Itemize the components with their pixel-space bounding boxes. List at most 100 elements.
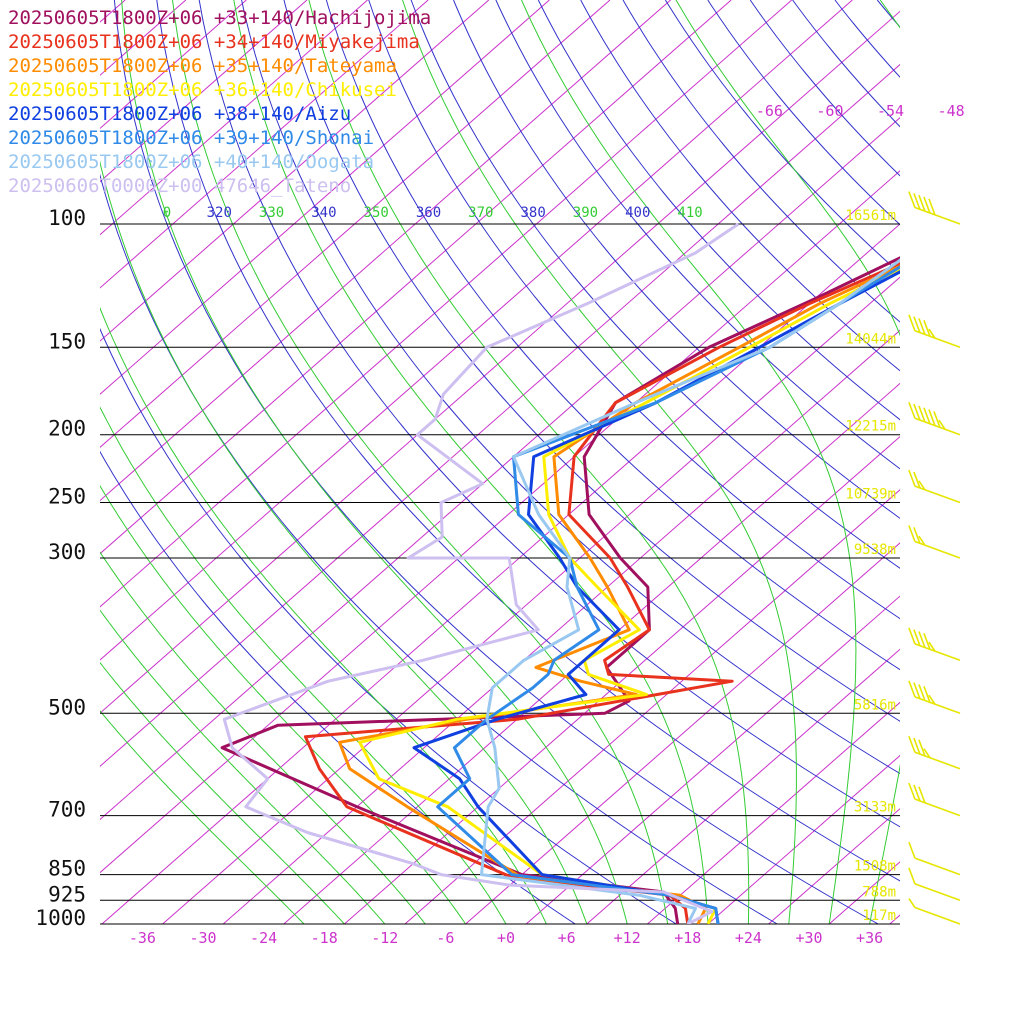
temperature-tick-label: +12: [614, 929, 641, 947]
sounding-line: [303, 262, 900, 924]
temperature-tick-label: -24: [250, 929, 277, 947]
isotherm-line: [828, 861, 900, 924]
wind-barb: [908, 680, 961, 715]
isotherm-line: [100, 0, 611, 448]
height-label: 12215m: [845, 419, 896, 435]
isotherm-line: [100, 170, 900, 874]
temperature-tick-label: -18: [311, 929, 338, 947]
wind-barb: [908, 782, 961, 817]
isotherm-line: [950, 0, 1024, 924]
wind-barb: [908, 469, 961, 504]
wind-barb: [908, 525, 961, 559]
dry-adiabat-line: [241, 0, 900, 775]
dry-adiabat-line: [876, 0, 900, 28]
temperature-tick-label: -12: [371, 929, 398, 947]
pressure-label: 850: [48, 857, 86, 881]
wind-barb: [908, 401, 961, 436]
height-label: 1508m: [854, 859, 896, 875]
pressure-label: 500: [48, 695, 86, 719]
isotherm-line: [222, 329, 900, 924]
temperature-tick-label: +36: [856, 929, 883, 947]
wind-barb: [908, 735, 961, 770]
pressure-label: 200: [48, 417, 86, 441]
isotherm-line: [100, 0, 793, 608]
dry-adiabat-line: [537, 0, 900, 421]
isobar-lines: [100, 223, 900, 925]
moist-adiabat-line: [100, 406, 507, 924]
isotherm-line: [647, 701, 900, 924]
height-label: 9538m: [854, 542, 896, 558]
height-label: 5816m: [854, 697, 896, 713]
isotherm-line: [100, 0, 429, 289]
temperature-tick-label: -30: [189, 929, 216, 947]
theta-label: 340: [311, 205, 336, 221]
wind-barbs: [908, 191, 961, 925]
theta-label: 410: [677, 205, 702, 221]
height-label: 3133m: [854, 800, 896, 816]
moist-adiabat-line: [100, 484, 467, 924]
temperature-axis-labels: -36 -30 -24 -18 -12 -6 +0 +6 +12 +18 +24 +30 +36: [129, 929, 883, 947]
sounding-line: [480, 258, 900, 924]
temperature-tick-label: +30: [795, 929, 822, 947]
pressure-label: 150: [48, 329, 86, 353]
isotherm-line: [465, 542, 900, 924]
legend-entry: 20250605T1800Z+06 +34+140/Miyakejima: [8, 31, 420, 53]
temperature-tick-label: +0: [497, 929, 515, 947]
dry-adiabat-line: [198, 0, 900, 828]
isotherm-line: [100, 63, 900, 767]
isotherm-line: [586, 648, 900, 924]
moist-adiabat-line: [521, 0, 857, 924]
pressure-label: 250: [48, 485, 86, 509]
isotherm-line: [525, 595, 900, 924]
moist-adiabat-line: [121, 0, 628, 924]
isotherm-line: [283, 382, 900, 924]
legend-entry: 20250605T1800Z+06 +33+140/Hachijojima: [8, 7, 431, 29]
upper-temperature-label: -60: [816, 102, 843, 120]
dry-adiabat-line: [749, 0, 900, 177]
moist-adiabat-line: [879, 0, 900, 29]
legend-entry: 20250605T1800Z+06 +39+140/Shonai: [8, 127, 374, 149]
wind-barb: [908, 627, 961, 662]
dry-adiabat-line: [622, 0, 900, 323]
height-labels: 16561m 14044m 12215m 10739m 9538m 5816m 3133m 1…: [845, 208, 896, 924]
dry-adiabat-line: [453, 0, 900, 519]
temperature-tick-label: -6: [436, 929, 454, 947]
dry-adiabat-line: [792, 0, 900, 128]
legend: 20250605T1800Z+06 +33+140/Hachijojima202…: [8, 7, 431, 197]
theta-label: 0: [163, 205, 171, 221]
isotherm-line: [100, 0, 550, 395]
theta-label: 370: [468, 205, 493, 221]
sounding-line: [358, 267, 900, 924]
theta-label: 380: [520, 205, 545, 221]
height-label: 788m: [862, 884, 896, 900]
sounding-line: [412, 270, 900, 924]
isotherm-line: [707, 754, 900, 924]
dry-adiabat-line: [495, 0, 900, 470]
wind-barb: [908, 898, 961, 925]
theta-label: 390: [573, 205, 598, 221]
dry-adiabat-line: [664, 0, 900, 274]
dry-adiabat-line: [707, 0, 900, 226]
isotherm-line: [100, 0, 490, 342]
moist-adiabat-line: [675, 0, 900, 924]
temperature-tick-label: +6: [558, 929, 576, 947]
moist-adiabat-line: [172, 0, 669, 924]
height-label: 117m: [862, 908, 896, 924]
isotherm-line: [100, 0, 308, 183]
legend-entry: 20250605T1800Z+06 +35+140/Tateyama: [8, 55, 397, 77]
upper-temperature-label: -66: [756, 102, 783, 120]
dry-adiabat-line: [283, 0, 900, 722]
temperature-tick-label: +24: [735, 929, 762, 947]
dry-adiabat-line: [100, 450, 576, 924]
isotherm-line: [162, 276, 900, 924]
dry-adiabat-lines: [100, 0, 900, 924]
isotherm-line: [100, 0, 732, 555]
wind-barb: [908, 191, 961, 225]
isotherm-line: [404, 489, 900, 924]
theta-label: 350: [364, 205, 389, 221]
isotherm-line: [100, 0, 853, 661]
dry-adiabat-line: [410, 0, 900, 569]
pressure-label: 1000: [35, 906, 86, 930]
